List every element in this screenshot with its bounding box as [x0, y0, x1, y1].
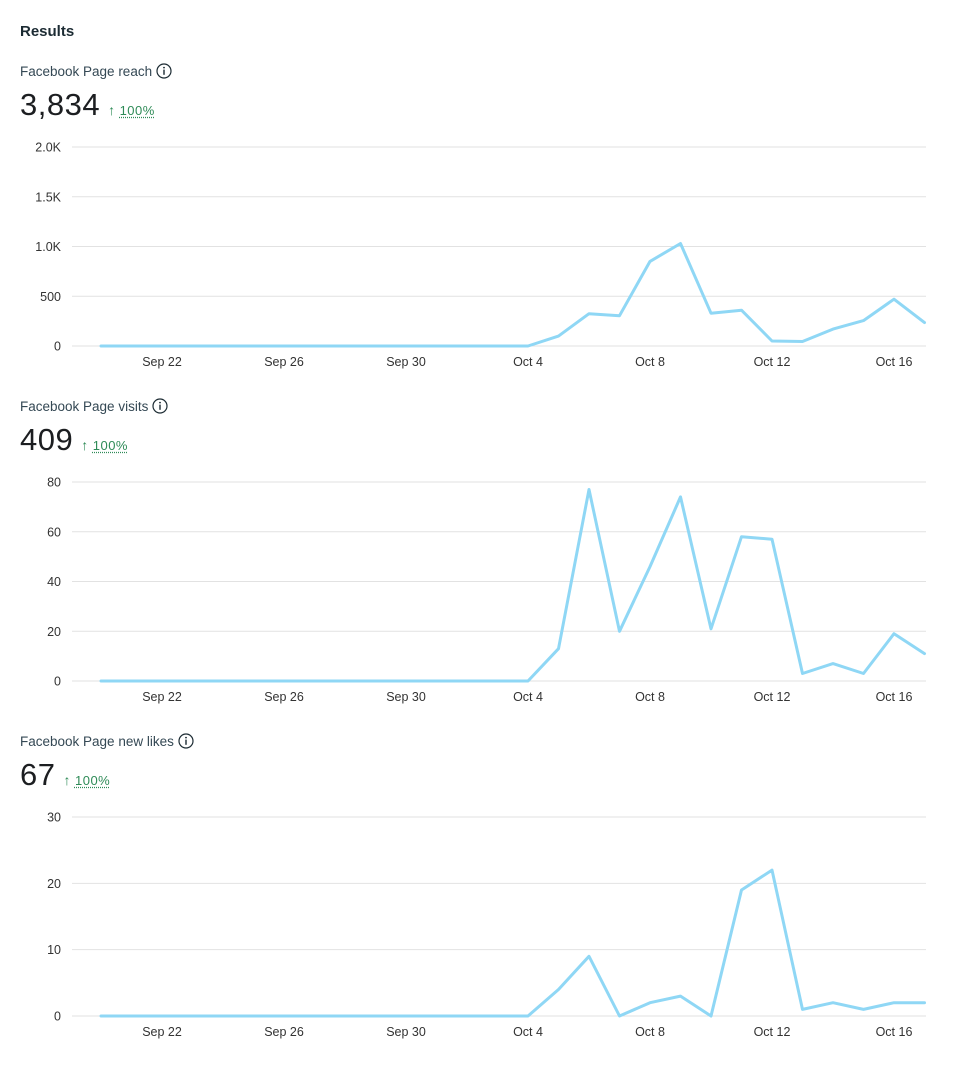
x-tick-label: Oct 8 — [635, 690, 665, 704]
visits-line-chart: 0 20 40 60 80 Sep 22 Sep 26 Sep 30 Oct 4 Oct 8 Oct… — [47, 476, 926, 704]
x-tick-label: Sep 30 — [386, 690, 426, 704]
metric-label-visits: Facebook Page visits — [20, 398, 168, 414]
metric-section-reach: Facebook Page reach 3,834 ↑ 100% 0 500 1.0… — [0, 63, 970, 383]
change-percent[interactable]: 100% — [74, 773, 111, 788]
y-tick-label: 500 — [40, 290, 61, 304]
info-icon[interactable] — [152, 398, 168, 414]
change-indicator: ↑ 100% — [81, 437, 128, 453]
metric-value-reach: 3,834 ↑ 100% — [20, 87, 155, 123]
series-line[interactable] — [99, 488, 926, 683]
x-tick-label: Sep 22 — [142, 1025, 182, 1039]
y-tick-label: 30 — [47, 811, 61, 825]
y-tick-label: 1.0K — [35, 240, 61, 254]
y-tick-label: 0 — [54, 340, 61, 354]
x-tick-label: Oct 12 — [754, 690, 791, 704]
x-tick-label: Sep 30 — [386, 355, 426, 369]
x-tick-label: Sep 26 — [264, 355, 304, 369]
series-line[interactable] — [99, 242, 926, 348]
metric-value-visits: 409 ↑ 100% — [20, 422, 128, 458]
metric-value: 3,834 — [20, 87, 101, 122]
x-tick-label: Oct 4 — [513, 355, 543, 369]
x-tick-label: Oct 16 — [876, 1025, 913, 1039]
x-tick-label: Oct 8 — [635, 355, 665, 369]
x-tick-label: Sep 22 — [142, 355, 182, 369]
up-arrow-icon: ↑ — [63, 772, 71, 788]
likes-line-chart: 0 10 20 30 Sep 22 Sep 26 Sep 30 Oct 4 Oct 8 Oct 1… — [47, 811, 926, 1039]
y-tick-label: 0 — [54, 1010, 61, 1024]
change-indicator: ↑ 100% — [108, 102, 155, 118]
y-tick-label: 2.0K — [35, 141, 61, 155]
up-arrow-icon: ↑ — [81, 437, 89, 453]
change-indicator: ↑ 100% — [63, 772, 110, 788]
metric-label-likes: Facebook Page new likes — [20, 733, 194, 749]
metric-value: 67 — [20, 757, 56, 792]
y-tick-label: 20 — [47, 877, 61, 891]
x-tick-label: Sep 22 — [142, 690, 182, 704]
x-tick-label: Oct 16 — [876, 355, 913, 369]
y-tick-label: 40 — [47, 575, 61, 589]
y-tick-label: 1.5K — [35, 190, 61, 204]
change-percent[interactable]: 100% — [119, 103, 155, 118]
up-arrow-icon: ↑ — [108, 102, 116, 118]
change-percent[interactable]: 100% — [92, 438, 128, 453]
x-tick-label: Oct 4 — [513, 690, 543, 704]
info-icon[interactable] — [178, 733, 194, 749]
x-tick-label: Oct 12 — [754, 1025, 791, 1039]
x-tick-label: Sep 26 — [264, 1025, 304, 1039]
metric-section-likes: Facebook Page new likes 67 ↑ 100% 0 10 20 3… — [0, 733, 970, 1053]
y-tick-label: 60 — [47, 525, 61, 539]
x-tick-label: Oct 12 — [754, 355, 791, 369]
metric-value: 409 — [20, 422, 74, 457]
metric-section-visits: Facebook Page visits 409 ↑ 100% 0 20 40 60 8… — [0, 398, 970, 718]
y-tick-label: 10 — [47, 943, 61, 957]
metric-value-likes: 67 ↑ 100% — [20, 757, 110, 793]
x-tick-label: Oct 16 — [876, 690, 913, 704]
info-icon[interactable] — [156, 63, 172, 79]
x-tick-label: Sep 26 — [264, 690, 304, 704]
y-tick-label: 0 — [54, 675, 61, 689]
x-tick-label: Oct 8 — [635, 1025, 665, 1039]
results-heading: Results — [20, 23, 75, 40]
metric-title: Facebook Page visits — [20, 398, 149, 414]
metric-title: Facebook Page reach — [20, 63, 153, 79]
series-line[interactable] — [99, 868, 926, 1018]
x-tick-label: Oct 4 — [513, 1025, 543, 1039]
x-tick-label: Sep 30 — [386, 1025, 426, 1039]
reach-line-chart: 0 500 1.0K 1.5K 2.0K Sep 22 Sep 26 Sep 30 Oct 4 O… — [35, 141, 926, 369]
metric-title: Facebook Page new likes — [20, 733, 174, 749]
y-tick-label: 80 — [47, 476, 61, 490]
metric-label-reach: Facebook Page reach — [20, 63, 172, 79]
y-tick-label: 20 — [47, 625, 61, 639]
